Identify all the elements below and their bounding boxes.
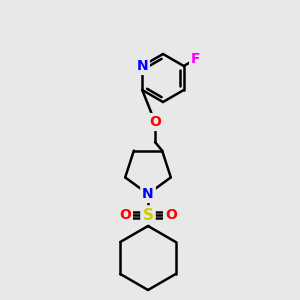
Text: O: O xyxy=(119,208,131,222)
Text: N: N xyxy=(142,187,154,201)
Text: F: F xyxy=(191,52,201,66)
Text: O: O xyxy=(165,208,177,222)
Text: S: S xyxy=(142,208,154,223)
Text: N: N xyxy=(136,59,148,73)
Text: O: O xyxy=(149,115,161,129)
